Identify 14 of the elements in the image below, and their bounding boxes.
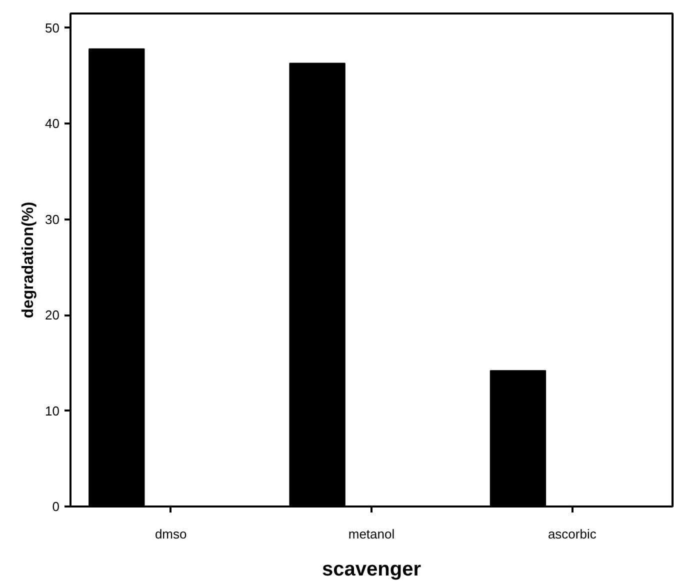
y-tick-label: 0: [52, 499, 60, 514]
x-tick-label: ascorbic: [548, 526, 597, 542]
y-tick-label: 10: [45, 403, 60, 418]
y-axis-title: degradation(%): [20, 202, 38, 318]
x-axis-title: scavenger: [322, 558, 422, 580]
x-tick-label: metanol: [348, 526, 395, 542]
bar: [289, 62, 346, 506]
bar: [490, 370, 546, 506]
y-tick-label: 30: [45, 212, 60, 227]
bar: [88, 48, 145, 506]
y-tick-label: 20: [45, 308, 60, 323]
y-tick-label: 50: [45, 20, 60, 36]
x-tick-label: dmso: [154, 526, 187, 542]
y-tick-label: 40: [45, 116, 60, 132]
